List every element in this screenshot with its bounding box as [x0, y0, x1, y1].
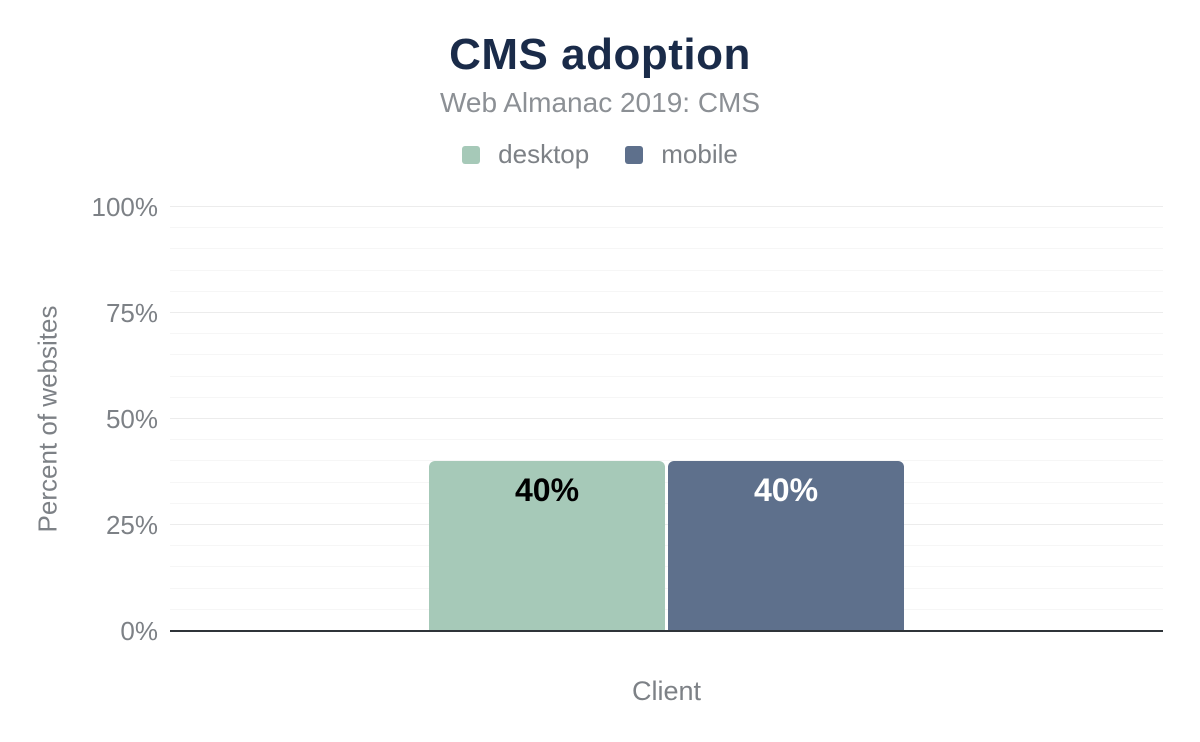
gridline-80	[170, 290, 1163, 292]
chart-subtitle: Web Almanac 2019: CMS	[439, 87, 761, 118]
gridline-100	[170, 206, 1163, 207]
plot-area: 40% 40%	[170, 206, 1163, 632]
legend: desktop mobile	[0, 139, 1200, 170]
gridline-5	[170, 608, 1163, 610]
gridline-40	[170, 460, 1163, 462]
gridline-65	[170, 354, 1163, 356]
y-tick-label-100: 100%	[91, 192, 159, 222]
gridline-20	[170, 545, 1163, 547]
legend-item-mobile: mobile	[625, 139, 738, 170]
legend-label: desktop	[498, 139, 590, 169]
gridline-75	[170, 312, 1163, 313]
legend-label: mobile	[661, 139, 738, 169]
y-tick-label-50: 50%	[105, 404, 158, 434]
x-axis-title: Client	[631, 676, 702, 706]
gridline-90	[170, 248, 1163, 250]
gridline-25	[170, 524, 1163, 525]
legend-swatch-desktop	[462, 145, 481, 164]
chart-title: CMS adoption	[449, 30, 751, 79]
gridline-70	[170, 333, 1163, 335]
gridline-45	[170, 439, 1163, 441]
y-tick-label-25: 25%	[105, 510, 158, 540]
gridline-85	[170, 269, 1163, 271]
y-tick-label-75: 75%	[105, 298, 158, 328]
bar-mobile: 40%	[668, 461, 904, 631]
legend-swatch-mobile	[625, 145, 644, 164]
gridline-50	[170, 418, 1163, 419]
y-axis-tick-labels: 0% 25% 50% 75% 100%	[0, 194, 159, 644]
bars-group: 40% 40%	[170, 207, 1163, 631]
bar-value-label-mobile: 40%	[753, 472, 819, 509]
bar-value-label-desktop: 40%	[514, 472, 580, 509]
gridline-10	[170, 587, 1163, 589]
y-tick-label-0: 0%	[120, 616, 158, 646]
gridline-55	[170, 396, 1163, 398]
x-axis-line	[170, 630, 1163, 632]
legend-item-desktop: desktop	[462, 139, 589, 170]
gridline-30	[170, 502, 1163, 504]
gridline-95	[170, 227, 1163, 229]
gridline-35	[170, 481, 1163, 483]
gridline-60	[170, 375, 1163, 377]
bar-desktop: 40%	[429, 461, 665, 631]
gridline-15	[170, 566, 1163, 568]
